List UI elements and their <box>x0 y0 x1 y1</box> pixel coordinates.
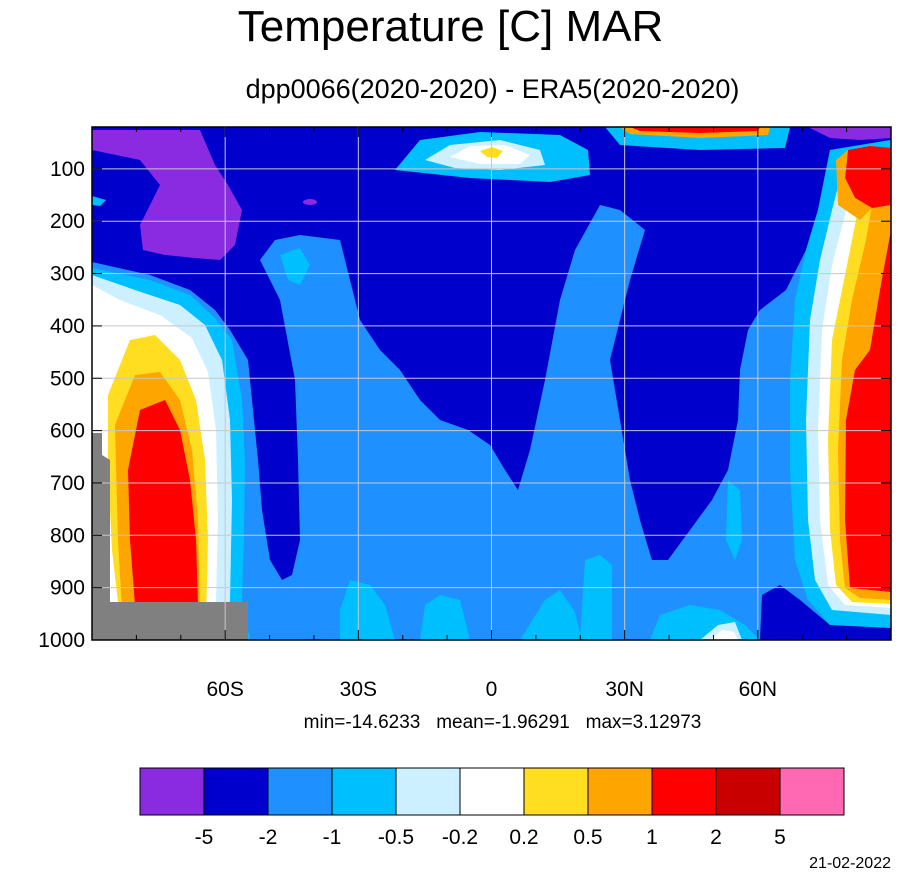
colorbar-swatch <box>139 767 205 816</box>
colorbar-label: -1 <box>323 826 342 849</box>
colorbar-label: -2 <box>259 826 278 849</box>
y-tick-label: 500 <box>50 367 85 390</box>
y-tick-label: 400 <box>50 315 85 338</box>
contour-purple <box>92 130 242 260</box>
x-tick-label: 60S <box>206 678 243 701</box>
colorbar-label: 2 <box>710 826 722 849</box>
y-tick-label: 800 <box>50 524 85 547</box>
colorbar-swatch <box>267 767 333 816</box>
date-stamp: 21-02-2022 <box>809 855 891 872</box>
y-tick-label: 700 <box>50 472 85 495</box>
x-tick-label: 0 <box>486 678 498 701</box>
colorbar-swatch <box>395 767 461 816</box>
x-axis: 60S 30S 0 30N 60N <box>135 127 848 701</box>
y-tick-label: 1000 <box>38 629 85 652</box>
colorbar-swatch <box>331 767 397 816</box>
colorbar-label: 0.5 <box>573 826 602 849</box>
colorbar-swatch <box>715 767 781 816</box>
y-tick-label: 200 <box>50 210 85 233</box>
colorbar-swatch <box>779 767 845 816</box>
colorbar-label: -0.5 <box>378 826 414 849</box>
colorbar-label: 0.2 <box>509 826 538 849</box>
y-tick-label: 900 <box>50 577 85 600</box>
x-tick-label: 60N <box>739 678 778 701</box>
missing-data-region <box>92 433 248 640</box>
colorbar-label: -0.2 <box>442 826 478 849</box>
colorbar-swatch <box>203 767 269 816</box>
y-tick-label: 600 <box>50 420 85 443</box>
y-axis: 100 200 300 400 500 600 700 800 900 1000 <box>38 158 891 652</box>
x-tick-label: 30S <box>340 678 377 701</box>
colorbar-label: 1 <box>646 826 658 849</box>
colorbar-swatch <box>587 767 653 816</box>
gridlines <box>92 127 891 640</box>
chart-title: Temperature [C] MAR <box>237 2 664 51</box>
x-tick-label: 30N <box>605 678 644 701</box>
y-tick-label: 100 <box>50 158 85 181</box>
colorbar-label: -5 <box>195 826 214 849</box>
colorbar-swatch <box>459 767 525 816</box>
colorbar-label: 5 <box>774 826 786 849</box>
y-tick-label: 300 <box>50 263 85 286</box>
statistics-text: min=-14.6233 mean=-1.96291 max=3.12973 <box>303 712 702 733</box>
colorbar-swatch <box>651 767 717 816</box>
colorbar-swatch <box>523 767 589 816</box>
chart-subtitle: dpp0066(2020-2020) - ERA5(2020-2020) <box>245 74 740 104</box>
colorbar: -5 -2 -1 -0.5 -0.2 0.2 0.5 1 2 5 <box>139 767 845 849</box>
